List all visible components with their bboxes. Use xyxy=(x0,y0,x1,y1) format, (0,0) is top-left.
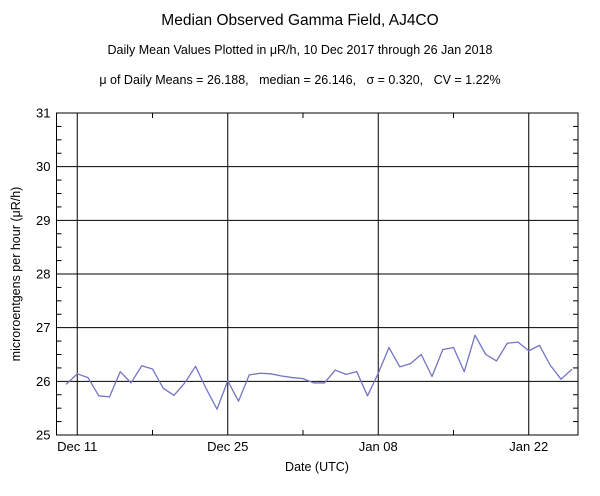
y-axis-title: microroentgens per hour (μR/h) xyxy=(9,187,23,362)
y-tick-label: 26 xyxy=(36,374,50,389)
daily-mean-line xyxy=(65,334,573,410)
y-tick-label: 28 xyxy=(36,267,50,282)
y-tick-label: 29 xyxy=(36,213,50,228)
chart-stats-line: μ of Daily Means = 26.188, median = 26.1… xyxy=(99,73,500,87)
axis-ticks xyxy=(56,113,578,435)
y-tick-label: 25 xyxy=(36,428,50,443)
x-tick-label: Jan 22 xyxy=(509,439,548,454)
data-series xyxy=(65,334,573,410)
tick-labels: 25 26 27 28 29 30 31 Dec 11 Dec 25 Jan 08 Jan 22 xyxy=(36,106,548,455)
x-tick-label: Jan 08 xyxy=(359,439,398,454)
y-tick-label: 31 xyxy=(36,106,50,121)
y-tick-label: 30 xyxy=(36,159,50,174)
x-tick-label: Dec 25 xyxy=(207,439,248,454)
chart-subtitle: Daily Mean Values Plotted in μR/h, 10 De… xyxy=(108,43,493,57)
x-tick-label: Dec 11 xyxy=(57,439,97,454)
x-axis-title: Date (UTC) xyxy=(285,460,349,474)
plot-border xyxy=(56,112,579,436)
grid-lines xyxy=(56,113,578,435)
chart-title: Median Observed Gamma Field, AJ4CO xyxy=(161,12,438,29)
y-tick-label: 27 xyxy=(36,320,50,335)
